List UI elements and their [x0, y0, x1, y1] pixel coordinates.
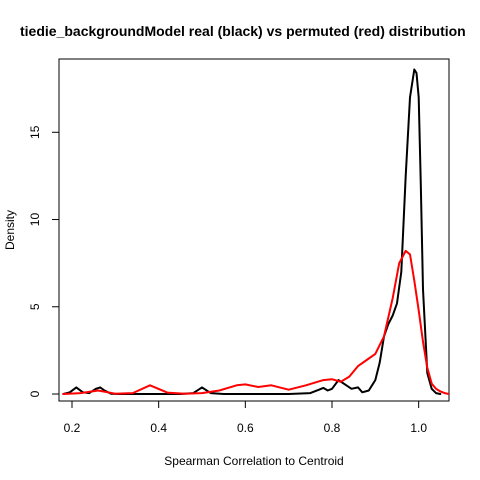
plot-area-frame [58, 58, 450, 402]
y-axis-label: Density [3, 210, 17, 250]
chart-title: tiedie_backgroundModel real (black) vs p… [20, 23, 466, 39]
y-tick-label: 5 [28, 303, 42, 310]
x-tick-label: 0.8 [324, 421, 341, 435]
y-axis: 0 5 10 15 [28, 125, 60, 397]
x-tick-label: 0.6 [237, 421, 254, 435]
x-tick-label: 0.4 [150, 421, 167, 435]
x-tick-label: 0.2 [64, 421, 81, 435]
x-axis-label: Spearman Correlation to Centroid [164, 454, 343, 468]
x-tick-label: 1.0 [410, 421, 427, 435]
x-axis: 0.2 0.4 0.6 0.8 1.0 [64, 400, 427, 435]
density-line-real [62, 68, 442, 395]
series-group [62, 68, 449, 395]
y-tick-label: 0 [28, 390, 42, 397]
density-line-permuted [62, 249, 449, 395]
y-tick-label: 15 [28, 125, 42, 139]
y-tick-label: 10 [28, 213, 42, 227]
